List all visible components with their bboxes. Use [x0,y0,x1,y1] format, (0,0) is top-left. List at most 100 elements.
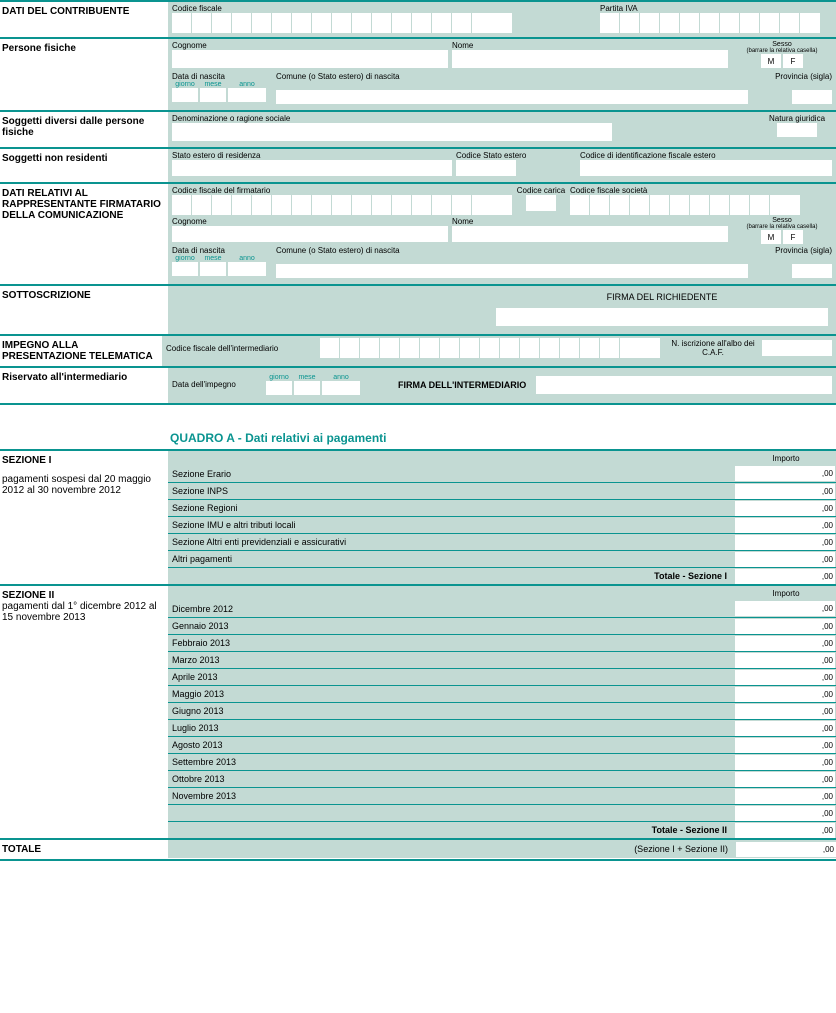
table-row: Sezione INPS,00 [168,482,836,499]
section-body: Codice fiscale del firmatario Codice car… [168,184,836,284]
amount-cell[interactable]: ,00 [735,518,835,533]
input-n-iscrizione[interactable] [762,340,832,356]
section-impegno: IMPEGNO ALLA PRESENTAZIONE TELEMATICA Co… [0,334,836,366]
amount-cell[interactable]: ,00 [735,619,835,634]
label-sesso-note: (barrare la relativa casella) [732,48,832,54]
amount-cell[interactable]: ,00 [735,806,835,821]
input-firma-richiedente[interactable] [496,308,828,326]
section-body: Data dell'impegno giorno mese anno FIRMA… [168,368,836,403]
amount-cell[interactable]: ,00 [735,552,835,567]
section-sottoscrizione: SOTTOSCRIZIONE FIRMA DEL RICHIEDENTE [0,284,836,334]
checkbox-sesso-m-2[interactable]: M [761,230,781,244]
amount-cell[interactable]: ,00 [735,755,835,770]
input-impegno-anno[interactable] [322,381,360,395]
label-cognome: Cognome [172,41,448,50]
checkbox-sesso-f-2[interactable]: F [783,230,803,244]
amount-cell[interactable]: ,00 [735,466,835,481]
sezione-1-label: SEZIONE I pagamenti sospesi dal 20 maggi… [0,451,168,584]
input-natura[interactable] [777,123,817,137]
sezione-2: SEZIONE II pagamenti dal 1° dicembre 201… [0,584,836,838]
amount-cell[interactable]: ,00 [735,484,835,499]
section-title: Soggetti non residenti [0,149,168,182]
checkbox-sesso-m[interactable]: M [761,54,781,68]
input-mese-2[interactable] [200,262,226,276]
checkbox-sesso-f[interactable]: F [783,54,803,68]
totale-label: TOTALE [0,840,168,859]
label-cf-firmatario: Codice fiscale del firmatario [172,186,512,195]
amount-cell[interactable]: ,00 [735,772,835,787]
input-cognome[interactable] [172,50,448,68]
input-nome[interactable] [452,50,728,68]
label-data-nascita-2: Data di nascita [172,246,272,255]
input-comune[interactable] [276,90,748,104]
input-cf-firmatario[interactable] [172,195,512,215]
amount-cell[interactable]: ,00 [735,670,835,685]
label-comune-2: Comune (o Stato estero) di nascita [276,246,748,255]
input-denominazione[interactable] [172,123,612,141]
row-label: Aprile 2013 [168,672,735,682]
input-partita-iva[interactable] [600,13,820,33]
amount-cell[interactable]: ,00 [736,842,836,857]
section-title: Riservato all'intermediario [0,368,168,403]
input-cf-societa[interactable] [570,195,800,215]
row-label: Sezione Erario [168,469,735,479]
input-cod-stato[interactable] [456,160,516,176]
row-label: Giugno 2013 [168,706,735,716]
row-label: Luglio 2013 [168,723,735,733]
input-firma-intermediario[interactable] [536,376,832,394]
section-title: SOTTOSCRIZIONE [0,286,168,334]
amount-cell[interactable]: ,00 [735,823,835,838]
section-contribuente: DATI DEL CONTRIBUENTE Codice fiscale Par… [0,0,836,37]
label-cod-id-fiscale: Codice di identificazione fiscale estero [580,151,832,160]
col-importo: Importo [736,454,836,463]
input-anno[interactable] [228,88,266,102]
input-cod-id-fiscale[interactable] [580,160,832,176]
amount-cell[interactable]: ,00 [735,601,835,616]
label-n-iscrizione: N. iscrizione all'albo dei C.A.F. [668,339,758,357]
input-provincia-2[interactable] [792,264,832,278]
input-provincia[interactable] [792,90,832,104]
label-nome-2: Nome [452,217,728,226]
section-title: IMPEGNO ALLA PRESENTAZIONE TELEMATICA [0,336,162,366]
amount-cell[interactable]: ,00 [735,636,835,651]
row-label: Altri pagamenti [168,554,735,564]
input-anno-2[interactable] [228,262,266,276]
amount-cell[interactable]: ,00 [735,789,835,804]
amount-cell[interactable]: ,00 [735,738,835,753]
input-mese[interactable] [200,88,226,102]
amount-cell[interactable]: ,00 [735,704,835,719]
input-stato-estero[interactable] [172,160,452,176]
table-row: Sezione Erario,00 [168,465,836,482]
table-row: Sezione Regioni,00 [168,499,836,516]
section-title: Persone fisiche [0,39,168,110]
amount-cell[interactable]: ,00 [735,653,835,668]
totale-row: TOTALE (Sezione I + Sezione II) ,00 [0,838,836,861]
section-title: DATI DEL CONTRIBUENTE [0,2,168,37]
amount-cell[interactable]: ,00 [735,535,835,550]
amount-cell[interactable]: ,00 [735,687,835,702]
input-giorno[interactable] [172,88,198,102]
table-row: Aprile 2013,00 [168,668,836,685]
amount-cell[interactable]: ,00 [735,721,835,736]
input-nome-2[interactable] [452,226,728,242]
label-firma-intermediario: FIRMA DELL'INTERMEDIARIO [398,380,526,390]
quadro-a-title: QUADRO A - Dati relativi ai pagamenti [0,423,836,449]
totale-note: (Sezione I + Sezione II) [168,844,736,854]
input-giorno-2[interactable] [172,262,198,276]
input-cognome-2[interactable] [172,226,448,242]
table-row: Marzo 2013,00 [168,651,836,668]
row-label: Sezione INPS [168,486,735,496]
input-codice-fiscale[interactable] [172,13,512,33]
input-cf-intermediario[interactable] [320,338,660,358]
section-persone-fisiche: Persone fisiche Cognome Nome Sesso (barr… [0,37,836,110]
input-comune-2[interactable] [276,264,748,278]
input-impegno-mese[interactable] [294,381,320,395]
label-comune: Comune (o Stato estero) di nascita [276,72,748,81]
table-row: Luglio 2013,00 [168,719,836,736]
label-denominazione: Denominazione o ragione sociale [172,114,758,123]
amount-cell[interactable]: ,00 [735,569,835,584]
label-data-impegno: Data dell'impegno [172,380,262,389]
input-cod-carica[interactable] [526,195,556,211]
amount-cell[interactable]: ,00 [735,501,835,516]
input-impegno-giorno[interactable] [266,381,292,395]
